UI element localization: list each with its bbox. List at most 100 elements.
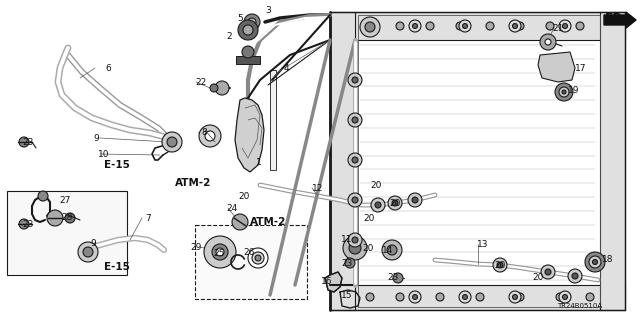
Text: 8: 8	[201, 127, 207, 137]
Text: E-15: E-15	[104, 160, 130, 170]
Text: 20: 20	[362, 244, 374, 252]
Circle shape	[436, 293, 444, 301]
Circle shape	[19, 219, 29, 229]
Text: 22: 22	[195, 77, 207, 86]
Circle shape	[255, 255, 261, 261]
Circle shape	[352, 197, 358, 203]
Circle shape	[585, 252, 605, 272]
Text: 23: 23	[387, 274, 399, 283]
Text: 25: 25	[213, 250, 225, 259]
Text: 10: 10	[99, 149, 109, 158]
Polygon shape	[236, 56, 260, 64]
Circle shape	[348, 73, 362, 87]
Circle shape	[413, 23, 417, 28]
Circle shape	[456, 22, 464, 30]
Circle shape	[559, 291, 571, 303]
Circle shape	[513, 23, 518, 28]
Circle shape	[497, 262, 503, 268]
Text: 12: 12	[312, 183, 324, 193]
Circle shape	[486, 22, 494, 30]
FancyBboxPatch shape	[195, 225, 307, 299]
FancyBboxPatch shape	[7, 191, 127, 275]
Circle shape	[413, 294, 417, 300]
Text: ATM-2: ATM-2	[250, 217, 286, 227]
Text: 26: 26	[243, 247, 255, 257]
Circle shape	[555, 83, 573, 101]
Circle shape	[343, 236, 367, 260]
Circle shape	[352, 237, 358, 243]
Text: 2: 2	[226, 31, 232, 41]
Circle shape	[586, 293, 594, 301]
Circle shape	[382, 240, 402, 260]
Text: 6: 6	[105, 63, 111, 73]
Text: 4: 4	[283, 63, 289, 73]
Circle shape	[589, 256, 601, 268]
Text: 9: 9	[90, 238, 96, 247]
Text: 19: 19	[568, 85, 580, 94]
Circle shape	[199, 125, 221, 147]
Circle shape	[409, 291, 421, 303]
Circle shape	[232, 214, 248, 230]
Polygon shape	[235, 98, 264, 172]
Text: 24: 24	[227, 204, 237, 212]
Text: TR24B0510A: TR24B0510A	[557, 303, 603, 309]
Text: 14: 14	[382, 245, 394, 254]
Circle shape	[205, 131, 215, 141]
Text: 1: 1	[256, 157, 262, 166]
Polygon shape	[330, 285, 625, 310]
Circle shape	[393, 273, 403, 283]
Circle shape	[248, 18, 256, 26]
Circle shape	[408, 193, 422, 207]
Circle shape	[212, 244, 228, 260]
Polygon shape	[600, 12, 625, 310]
Circle shape	[546, 22, 554, 30]
Circle shape	[216, 248, 224, 256]
Circle shape	[83, 247, 93, 257]
Circle shape	[348, 113, 362, 127]
Circle shape	[541, 265, 555, 279]
Circle shape	[162, 132, 182, 152]
Circle shape	[349, 242, 361, 254]
Circle shape	[387, 245, 397, 255]
Circle shape	[352, 157, 358, 163]
Circle shape	[396, 293, 404, 301]
Text: 11: 11	[341, 235, 353, 244]
Circle shape	[204, 236, 236, 268]
Text: 5: 5	[237, 13, 243, 22]
Circle shape	[352, 77, 358, 83]
Text: 13: 13	[477, 239, 489, 249]
Circle shape	[65, 213, 75, 223]
Circle shape	[238, 20, 258, 40]
Text: 20: 20	[371, 180, 381, 189]
Text: ATM-2: ATM-2	[175, 178, 211, 188]
Circle shape	[459, 291, 471, 303]
Circle shape	[509, 291, 521, 303]
Circle shape	[559, 20, 571, 32]
Circle shape	[509, 20, 521, 32]
Circle shape	[244, 14, 260, 30]
Circle shape	[459, 20, 471, 32]
Text: 15: 15	[341, 292, 353, 300]
Text: 3: 3	[265, 5, 271, 14]
Text: 7: 7	[145, 213, 151, 222]
Circle shape	[167, 137, 177, 147]
Circle shape	[563, 23, 568, 28]
Text: 20: 20	[494, 261, 506, 270]
Text: 21: 21	[552, 23, 564, 33]
Circle shape	[352, 117, 358, 123]
Circle shape	[396, 22, 404, 30]
Circle shape	[215, 81, 229, 95]
Circle shape	[348, 233, 362, 247]
Circle shape	[375, 202, 381, 208]
Circle shape	[388, 196, 402, 210]
Text: 20: 20	[532, 274, 544, 283]
Circle shape	[409, 20, 421, 32]
Circle shape	[562, 90, 566, 94]
Circle shape	[345, 258, 355, 268]
Text: E-15: E-15	[104, 262, 130, 272]
Text: 20: 20	[389, 198, 401, 207]
Circle shape	[392, 200, 398, 206]
Circle shape	[348, 153, 362, 167]
Text: 9: 9	[93, 133, 99, 142]
Text: 17: 17	[575, 63, 587, 73]
